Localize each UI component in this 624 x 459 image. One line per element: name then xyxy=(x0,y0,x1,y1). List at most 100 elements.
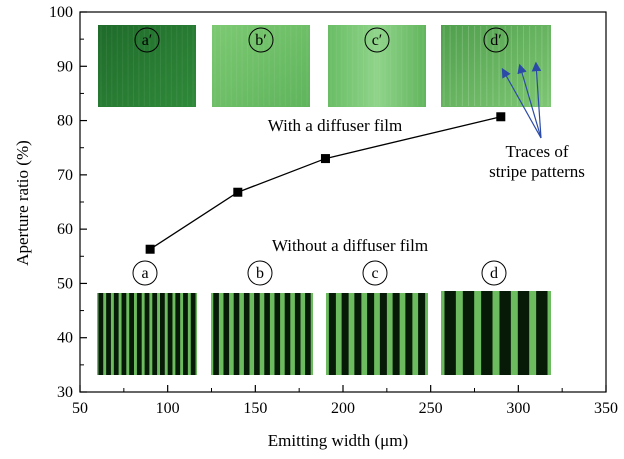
photo-stripe xyxy=(405,293,413,375)
text-labels: Emitting width (μm) Aperture ratio (%) W… xyxy=(13,116,585,450)
photo-stripe xyxy=(160,293,165,375)
inset-label-circle-top xyxy=(134,27,160,53)
traces-label-line1: Traces of xyxy=(505,142,568,161)
y-tick-label: 30 xyxy=(57,384,73,401)
photo-top-bg xyxy=(212,25,310,107)
inset-label-circle-top xyxy=(364,27,390,53)
photo-top-bg xyxy=(98,25,196,107)
inset-label-top: c′ xyxy=(372,32,383,49)
traces-label-line2: stripe patterns xyxy=(489,162,585,181)
inset-photos-with-diffuser: a′ b′ c′ d′ xyxy=(98,25,551,107)
photo-bottom-bg xyxy=(441,291,551,375)
photo-top-bg xyxy=(328,25,426,107)
photo-stripe xyxy=(183,293,188,375)
photo-stripe xyxy=(367,293,375,375)
inset-label-circle-bottom xyxy=(247,260,273,286)
photo-stripe xyxy=(462,291,475,375)
photo-stripe xyxy=(284,293,291,375)
data-point xyxy=(320,154,330,164)
x-tick-label: 100 xyxy=(156,400,180,417)
x-tick-label: 350 xyxy=(594,400,618,417)
inset-label-top: b′ xyxy=(255,32,267,49)
inset-label-circle-bottom xyxy=(132,260,158,286)
y-tick-label: 50 xyxy=(57,275,73,292)
photo-top-1: b′ xyxy=(212,25,310,107)
photo-stripe xyxy=(136,293,142,375)
photo-bottom-0: a xyxy=(97,260,197,375)
y-tick-label: 100 xyxy=(49,4,73,21)
x-tick-label: 300 xyxy=(506,400,530,417)
series-line xyxy=(149,116,501,250)
x-tick-label: 50 xyxy=(72,400,88,417)
photo-stripe xyxy=(233,293,240,375)
photo-stripe xyxy=(167,293,173,375)
arrow-line xyxy=(531,61,542,139)
photo-stripe xyxy=(517,291,530,375)
photo-stripe xyxy=(254,293,260,375)
photo-stripe xyxy=(341,293,349,375)
photo-stripe xyxy=(444,291,456,375)
y-tick-label: 60 xyxy=(57,221,73,238)
inset-label-bottom: d xyxy=(490,265,498,282)
photo-stripe xyxy=(354,293,362,375)
photo-stripe xyxy=(243,293,250,375)
photo-stripe xyxy=(223,293,230,375)
photo-stripe xyxy=(379,293,387,375)
with-diffuser-label: With a diffuser film xyxy=(268,116,403,135)
photo-top-0: a′ xyxy=(98,25,196,107)
inset-label-circle-bottom xyxy=(481,260,507,286)
photo-bottom-3: d xyxy=(441,260,551,375)
photo-stripe xyxy=(144,293,150,375)
photo-stripe xyxy=(536,291,548,375)
photo-stripe xyxy=(121,293,127,375)
photo-stripe xyxy=(152,293,158,375)
photo-stripe xyxy=(392,293,400,375)
photo-stripe xyxy=(98,293,104,375)
inset-label-top: d′ xyxy=(490,32,502,49)
photo-bottom-1: b xyxy=(211,260,313,375)
photo-stripe xyxy=(175,293,181,375)
y-tick-label: 70 xyxy=(57,167,73,184)
photo-stripe xyxy=(129,293,134,375)
y-tick-label: 90 xyxy=(57,58,73,75)
photo-stripe xyxy=(274,293,281,375)
inset-label-bottom: c xyxy=(371,265,378,282)
data-point xyxy=(233,187,243,197)
photo-stripe xyxy=(190,293,196,375)
y-axis-title: Aperture ratio (%) xyxy=(13,140,32,266)
photo-stripe xyxy=(113,293,119,375)
arrow-line xyxy=(501,67,542,139)
inset-label-circle-top xyxy=(483,27,509,53)
data-point xyxy=(145,244,155,254)
x-tick-label: 150 xyxy=(243,400,267,417)
photo-stripe xyxy=(328,293,336,375)
data-point xyxy=(496,112,506,122)
inset-label-top: a′ xyxy=(142,32,153,49)
photo-stripe xyxy=(418,293,426,375)
y-tick-label: 80 xyxy=(57,113,73,130)
photo-top-3: d′ xyxy=(441,25,551,107)
photo-bottom-bg xyxy=(326,293,428,375)
photo-stripe xyxy=(499,291,511,375)
inset-photos-without-diffuser: a b c d xyxy=(97,260,551,375)
photo-stripe xyxy=(305,293,311,375)
photo-bottom-2: c xyxy=(326,260,428,375)
inset-label-bottom: b xyxy=(256,265,264,282)
traces-arrows xyxy=(501,61,542,139)
arrow-line xyxy=(517,63,542,139)
inset-label-bottom: a xyxy=(141,265,148,282)
photo-top-2: c′ xyxy=(328,25,426,107)
inset-label-circle-top xyxy=(248,27,274,53)
photo-stripe xyxy=(294,293,301,375)
photo-stripe xyxy=(264,293,270,375)
inset-label-circle-bottom xyxy=(362,260,388,286)
x-tick-label: 250 xyxy=(419,400,443,417)
y-tick-label: 40 xyxy=(57,330,73,347)
data-series xyxy=(145,112,506,254)
axis-ticks: 50 100 150 200 250 300 350 30 40 50 60 70 80 90 100 xyxy=(49,4,618,417)
x-tick-label: 200 xyxy=(331,400,355,417)
photo-stripe xyxy=(481,291,493,375)
photo-stripe xyxy=(213,293,219,375)
without-diffuser-label: Without a diffuser film xyxy=(272,236,428,255)
